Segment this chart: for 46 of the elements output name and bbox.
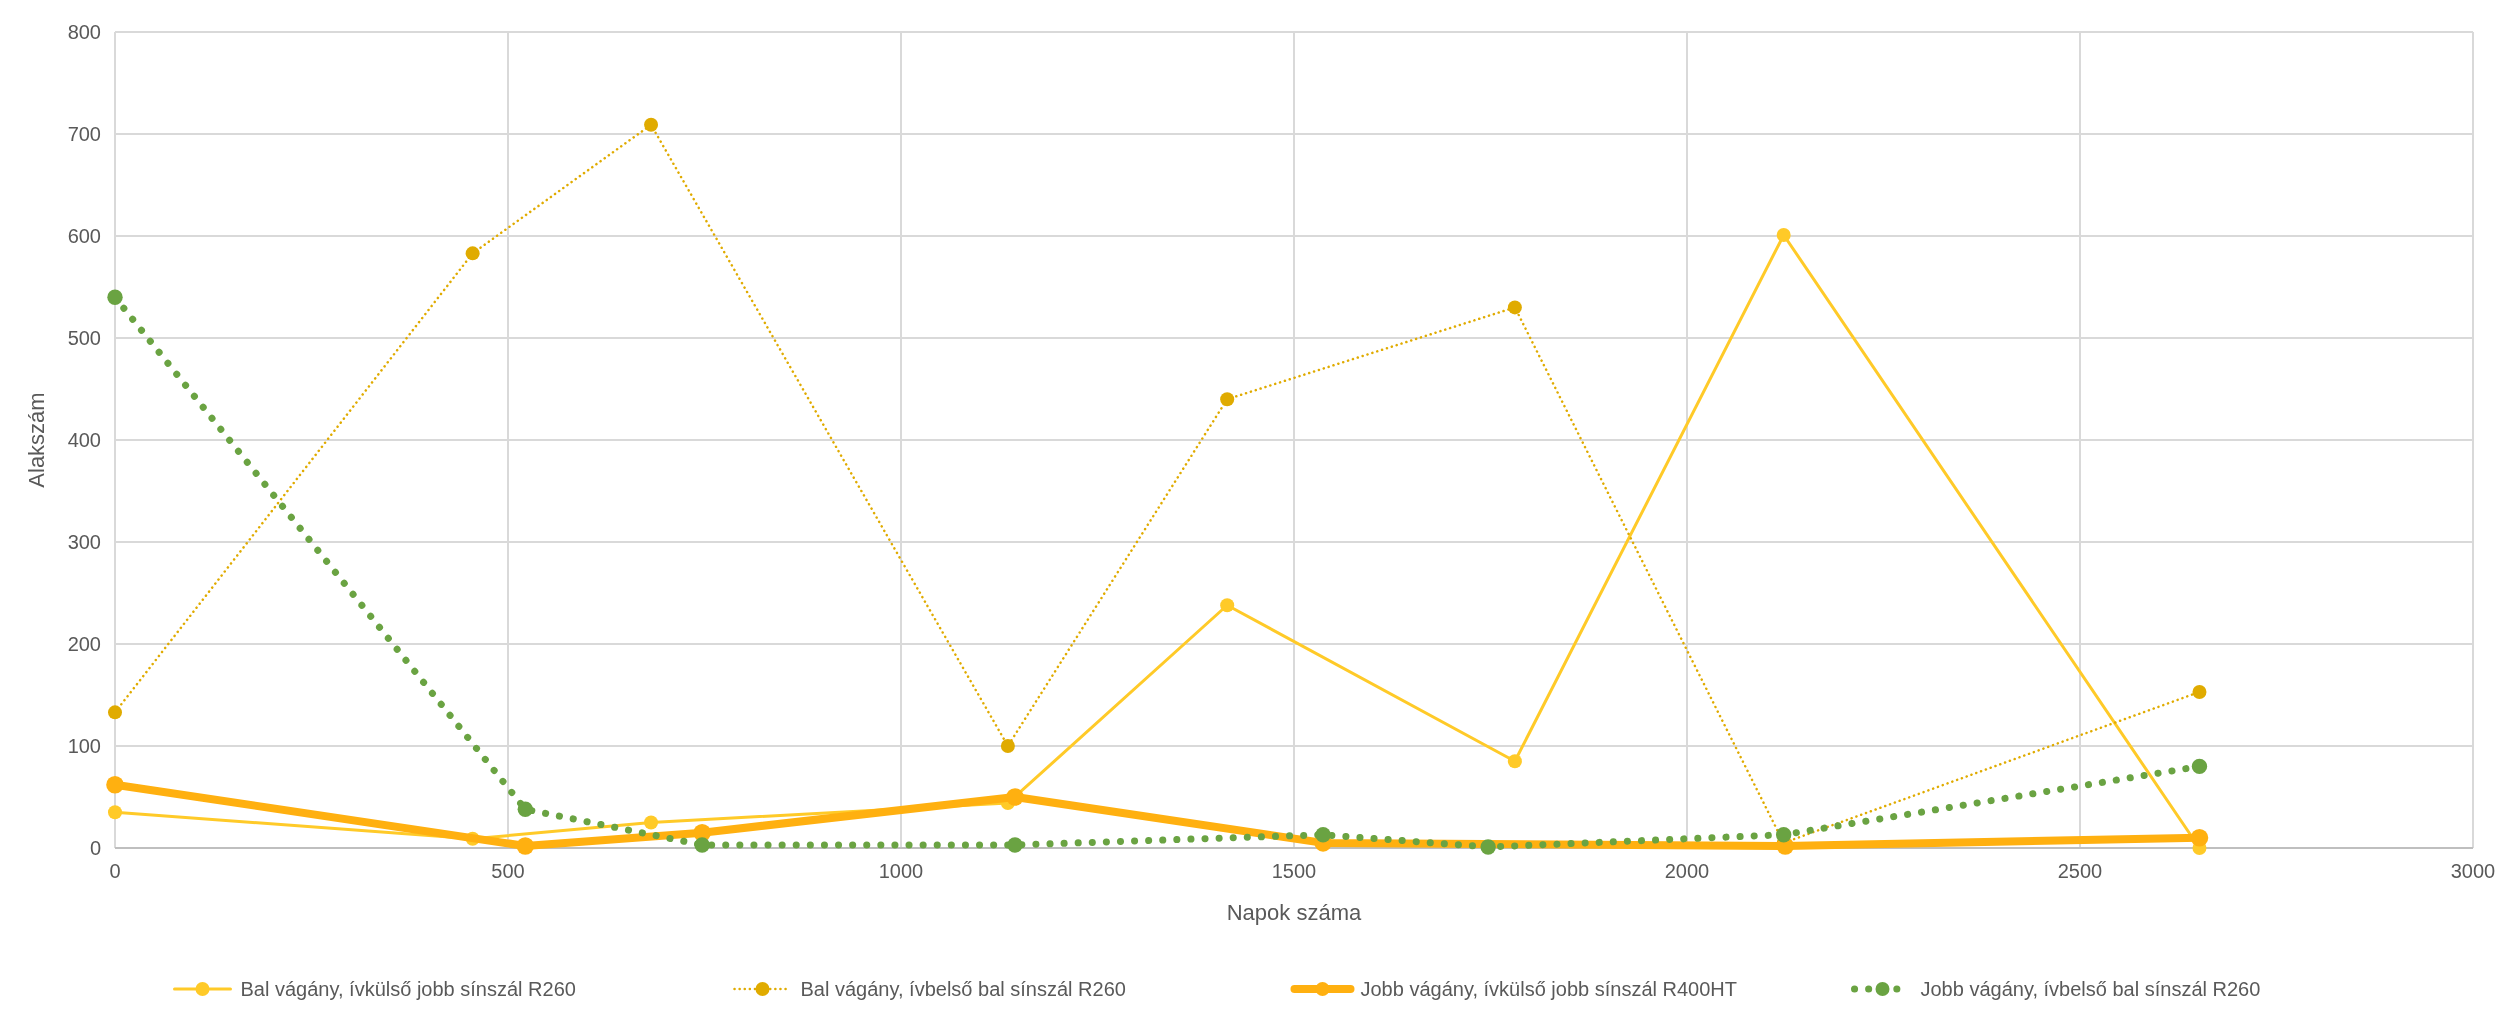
y-tick-label: 200 [67, 633, 101, 655]
point [1000, 739, 1015, 753]
legend-label: Jobb vágány, ívbelső bal sínszál R260 [1920, 978, 2261, 1000]
point [1006, 788, 1024, 806]
x-tick-label: 500 [491, 860, 525, 882]
y-tick-label: 0 [89, 837, 101, 859]
point [516, 837, 535, 855]
point [2190, 829, 2209, 847]
y-tick-label: 300 [67, 531, 101, 553]
point [1220, 392, 1235, 407]
point [465, 246, 480, 261]
x-tick-label: 3000 [2450, 860, 2496, 882]
point [1220, 598, 1235, 613]
x-tick-label: 2500 [2057, 860, 2103, 882]
point [1315, 827, 1331, 843]
y-tick-label: 600 [67, 225, 101, 247]
point [108, 805, 122, 820]
point [1480, 839, 1496, 855]
point [1007, 837, 1023, 853]
y-tick-label: 100 [67, 735, 101, 757]
x-tick-label: 1500 [1271, 860, 1317, 882]
point [1507, 754, 1522, 769]
x-tick-label: 0 [109, 860, 121, 882]
legend-label: Bal vágány, ívbelső bal sínszál R260 [800, 978, 1126, 1000]
point [1775, 827, 1792, 843]
point [2191, 758, 2208, 775]
y-tick-label: 700 [67, 123, 101, 145]
point [644, 815, 659, 830]
y-axis-title: Alakszám [24, 392, 49, 488]
point [1507, 300, 1522, 315]
point [2192, 684, 2207, 699]
legend-label: Bal vágány, ívkülső jobb sínszál R260 [240, 978, 576, 1000]
point [517, 801, 533, 817]
point [107, 289, 123, 305]
x-tick-label: 1000 [878, 860, 924, 882]
x-tick-label: 2000 [1664, 860, 1710, 882]
y-tick-label: 400 [67, 429, 101, 451]
point [1776, 227, 1791, 242]
point [644, 117, 659, 132]
point [106, 775, 124, 794]
y-tick-label: 800 [67, 21, 101, 43]
point [694, 837, 710, 853]
x-axis-title: Napok száma [1226, 900, 1363, 925]
y-tick-label: 500 [67, 327, 101, 349]
legend-label: Jobb vágány, ívkülső jobb sínszál R400HT [1360, 978, 1737, 1000]
point [108, 705, 122, 720]
